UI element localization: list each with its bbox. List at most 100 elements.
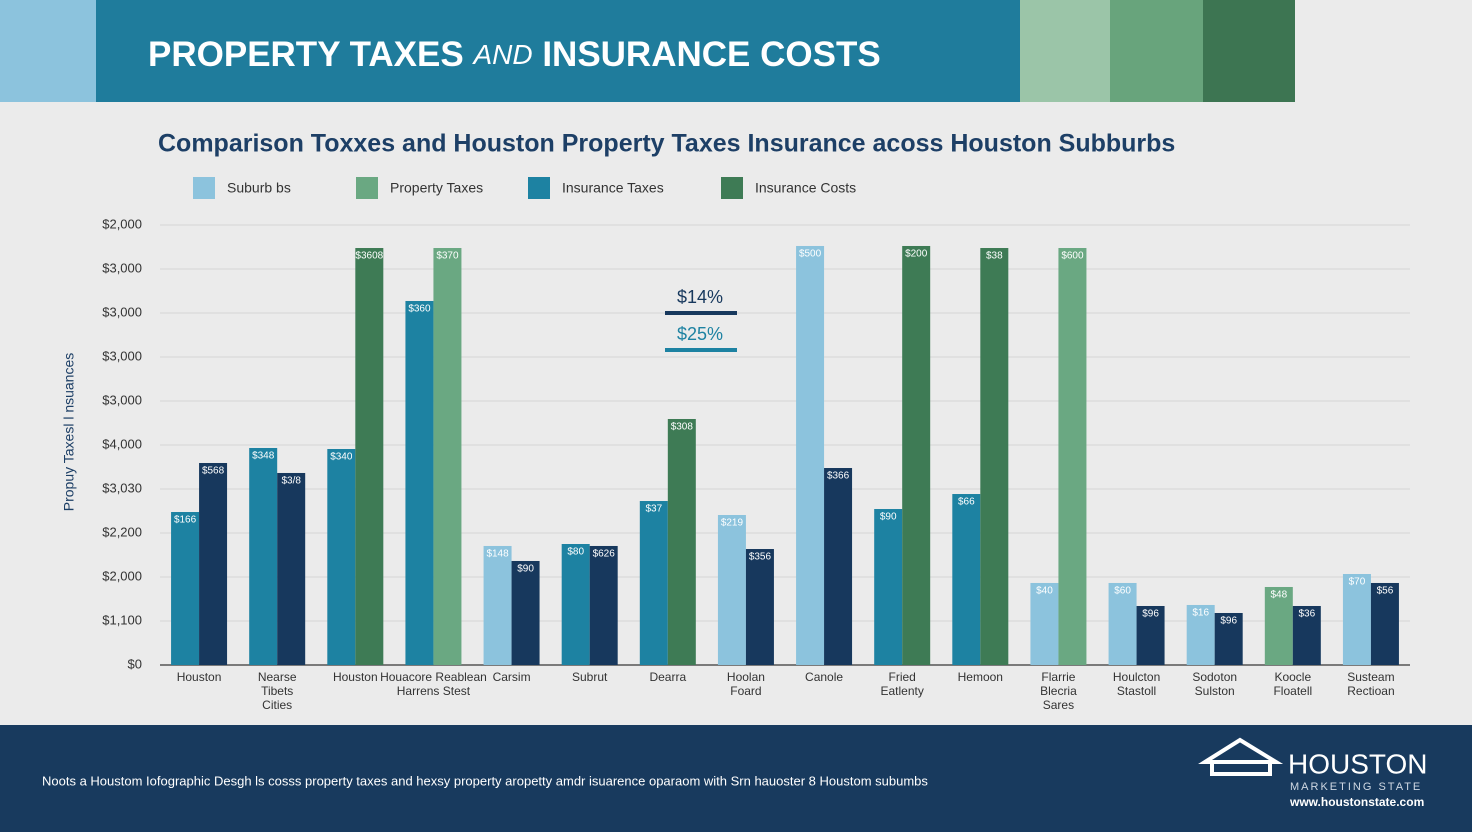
bar	[980, 248, 1009, 665]
x-tick-label: Harrens Stest	[397, 684, 471, 698]
x-tick-label: Houston	[177, 670, 222, 684]
y-tick-label: $3,000	[102, 260, 142, 275]
x-tick-label: Houacore Reablean	[380, 670, 487, 684]
bar	[1058, 248, 1087, 665]
x-tick-label: Hoolan	[727, 670, 765, 684]
bar	[1108, 582, 1137, 665]
x-tick-label: Cities	[262, 698, 292, 712]
bar	[199, 462, 228, 665]
y-tick-label: $4,000	[102, 436, 142, 451]
bar-label: $96	[1220, 616, 1237, 627]
bar-label: $500	[799, 249, 822, 260]
bar-label: $366	[827, 471, 850, 482]
header-block	[1203, 0, 1295, 102]
header-block	[0, 0, 96, 102]
x-tick-label: Koocle	[1274, 670, 1311, 684]
y-tick-label: $0	[128, 656, 142, 671]
legend-label: Insurance Costs	[755, 180, 856, 196]
bar	[1292, 605, 1321, 665]
bar-label: $40	[1036, 586, 1053, 597]
bar-label: $37	[645, 504, 662, 515]
annotation: $14%	[677, 287, 723, 307]
bar	[249, 447, 278, 665]
bar-label: $370	[436, 251, 459, 262]
title-part: PROPERTY TAXES	[148, 35, 464, 74]
bar-label: $36	[1298, 609, 1315, 620]
x-tick-label: Canole	[805, 670, 843, 684]
bar	[1136, 605, 1165, 665]
x-tick-label: Stastoll	[1117, 684, 1156, 698]
x-tick-label: Flarrie	[1041, 670, 1075, 684]
x-tick-label: Eatlenty	[881, 684, 924, 698]
y-tick-label: $3,000	[102, 348, 142, 363]
legend-swatch	[721, 177, 743, 199]
bar-label: $56	[1377, 586, 1394, 597]
bar	[561, 544, 590, 665]
bar-label: $340	[330, 452, 353, 463]
bar	[745, 549, 774, 665]
bar-label: $3608	[355, 251, 383, 262]
bar-label: $348	[252, 451, 275, 462]
bar-label: $568	[202, 466, 225, 477]
bar	[1264, 586, 1293, 665]
x-tick-label: Susteam	[1347, 670, 1394, 684]
bar	[902, 245, 931, 665]
bar-label: $308	[671, 422, 694, 433]
x-tick-label: Foard	[730, 684, 761, 698]
bar	[1214, 612, 1243, 665]
y-tick-label: $3,000	[102, 304, 142, 319]
bar	[1030, 582, 1059, 665]
x-tick-label: Nearse	[258, 670, 297, 684]
bar	[667, 418, 696, 665]
annotation-line	[665, 348, 737, 352]
y-axis-label: Propuy Taxesl l nsuances	[61, 353, 77, 512]
bar-label: $90	[880, 512, 897, 523]
x-tick-label: Dearra	[649, 670, 686, 684]
y-tick-label: $3,000	[102, 392, 142, 407]
bar	[405, 300, 434, 665]
bar	[952, 494, 981, 665]
subtitle: Comparison Toxxes and Houston Property T…	[158, 130, 1175, 158]
x-tick-label: Floatell	[1273, 684, 1312, 698]
y-tick-label: $3,030	[102, 480, 142, 495]
y-tick-label: $2,000	[102, 216, 142, 231]
bar-label: $148	[486, 549, 509, 560]
header-block	[1110, 0, 1203, 102]
x-tick-label: Rectioan	[1347, 684, 1394, 698]
bar-label: $356	[749, 552, 772, 563]
annotation: $25%	[677, 324, 723, 344]
x-tick-label: Sodoton	[1192, 670, 1237, 684]
x-tick-label: Blecria	[1040, 684, 1077, 698]
bar-label: $66	[958, 497, 975, 508]
bar-label: $200	[905, 249, 928, 260]
url: www.houstonstate.com	[1289, 795, 1424, 809]
bar-label: $60	[1114, 586, 1131, 597]
bar-label: $219	[721, 518, 744, 529]
bar	[511, 560, 540, 665]
y-tick-label: $2,000	[102, 568, 142, 583]
bar-label: $90	[517, 564, 534, 575]
brand-sub: MARKETING STATE	[1290, 781, 1422, 793]
x-tick-label: Houston	[333, 670, 378, 684]
annotation-line	[665, 311, 737, 315]
bar-label: $80	[567, 547, 584, 558]
bar-label: $626	[593, 549, 616, 560]
x-tick-label: Fried	[889, 670, 916, 684]
bar	[824, 468, 853, 665]
bar-label: $96	[1142, 609, 1159, 620]
bar	[589, 545, 618, 665]
x-tick-label: Houlcton	[1113, 670, 1160, 684]
x-tick-label: Tibets	[261, 684, 293, 698]
y-tick-label: $1,100	[102, 612, 142, 627]
x-tick-label: Sulston	[1195, 684, 1235, 698]
legend-label: Property Taxes	[390, 180, 483, 196]
brand: HOUSTON	[1288, 748, 1428, 779]
chart-title: PROPERTY TAXES AND INSURANCE COSTS	[148, 35, 881, 74]
x-tick-label: Sares	[1043, 698, 1074, 712]
bar-label: $38	[986, 251, 1003, 262]
bar-label: $600	[1061, 251, 1084, 262]
legend-swatch	[528, 177, 550, 199]
